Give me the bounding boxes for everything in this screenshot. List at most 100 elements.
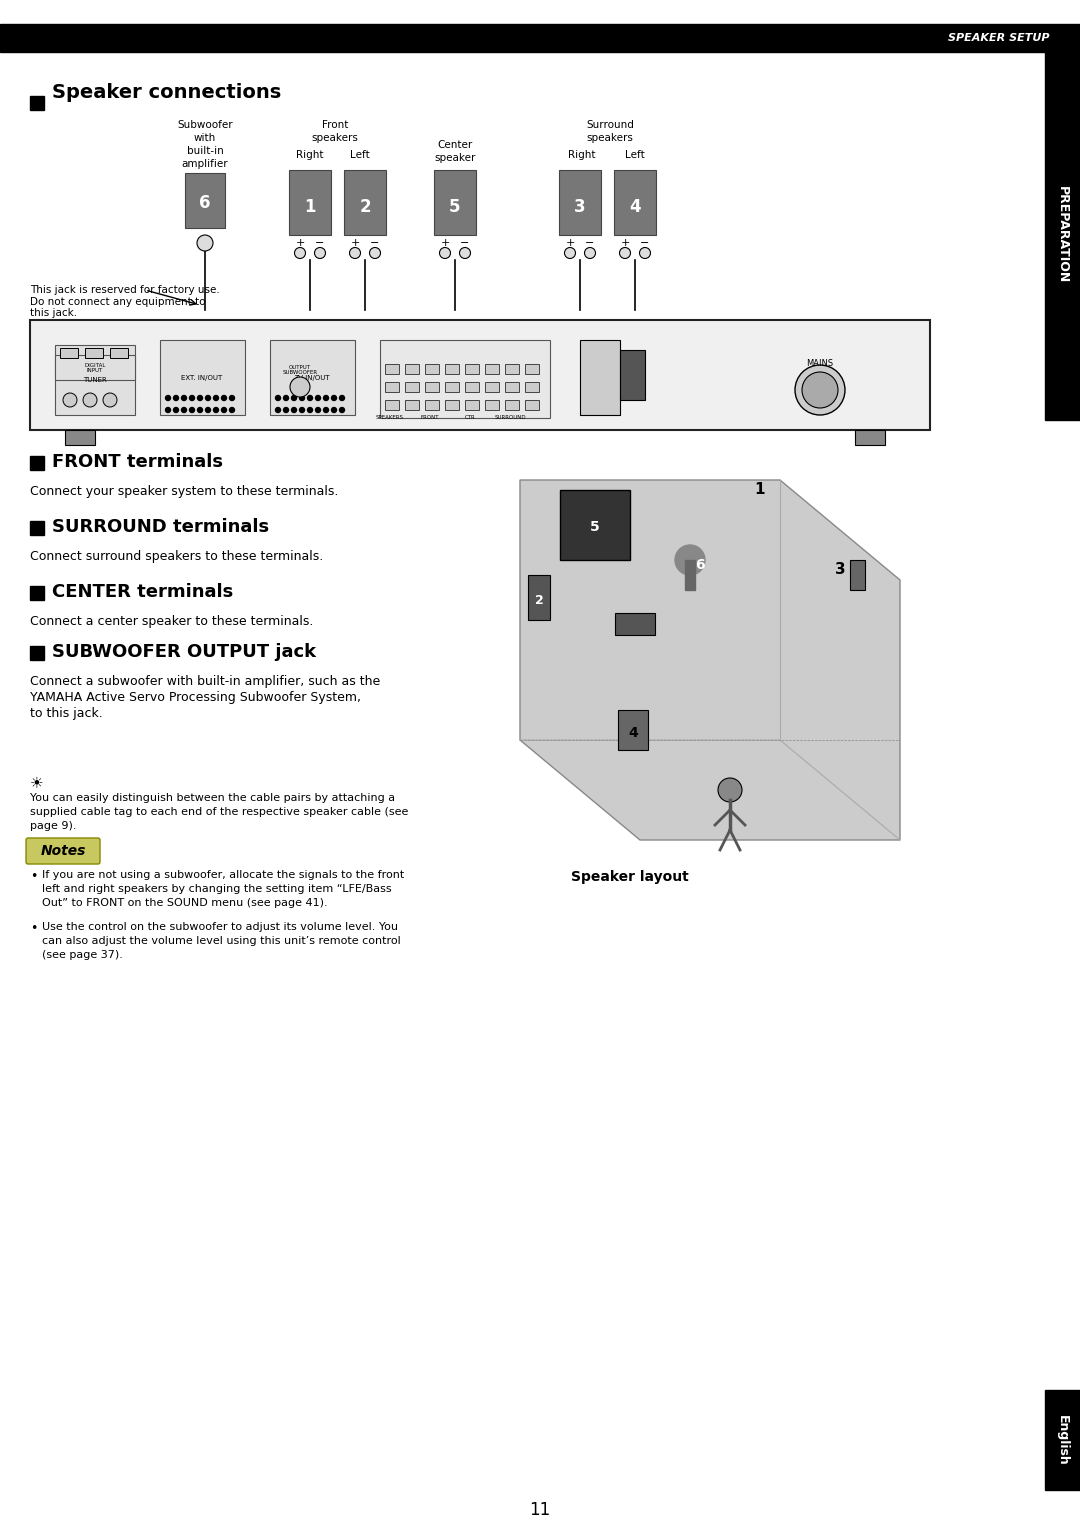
Circle shape [181, 407, 187, 412]
Circle shape [83, 394, 97, 407]
Circle shape [314, 247, 325, 258]
Circle shape [229, 395, 234, 400]
Bar [465, 400, 480, 410]
Bar [561, 490, 630, 560]
Bar [55, 345, 135, 415]
Circle shape [292, 395, 297, 400]
Bar [30, 586, 44, 600]
Text: Center: Center [437, 140, 473, 150]
Text: Surround: Surround [586, 121, 634, 130]
Text: 2: 2 [360, 198, 370, 217]
Circle shape [214, 407, 218, 412]
Bar [1045, 50, 1080, 420]
Circle shape [675, 545, 705, 575]
Circle shape [332, 407, 337, 412]
Bar [465, 382, 480, 392]
Bar [110, 348, 129, 359]
Text: built-in: built-in [187, 146, 224, 156]
Text: −: − [640, 238, 650, 249]
Text: −: − [585, 238, 595, 249]
Text: Connect surround speakers to these terminals.: Connect surround speakers to these termi… [30, 549, 323, 563]
Bar [405, 382, 419, 392]
Circle shape [718, 778, 742, 803]
Text: MAINS: MAINS [807, 359, 834, 368]
Bar [185, 172, 225, 227]
Text: •: • [30, 870, 38, 884]
Circle shape [369, 247, 380, 258]
Circle shape [275, 395, 281, 400]
Text: SPEAKERS: SPEAKERS [376, 415, 404, 420]
Circle shape [214, 395, 218, 400]
Circle shape [229, 407, 234, 412]
Bar [445, 382, 459, 392]
Bar [505, 365, 519, 374]
Text: +: + [295, 238, 305, 249]
Circle shape [165, 395, 171, 400]
Circle shape [283, 395, 288, 400]
Circle shape [198, 395, 203, 400]
Text: ☀: ☀ [30, 775, 43, 790]
Circle shape [292, 407, 297, 412]
Circle shape [299, 407, 305, 412]
Bar [485, 365, 499, 374]
Text: left and right speakers by changing the setting item “LFE/Bass: left and right speakers by changing the … [42, 884, 392, 894]
Bar [620, 349, 645, 400]
Circle shape [332, 395, 337, 400]
Bar [30, 96, 44, 110]
Text: (see page 37).: (see page 37). [42, 951, 123, 960]
Circle shape [620, 247, 631, 258]
Circle shape [63, 394, 77, 407]
Circle shape [802, 372, 838, 407]
Bar [65, 430, 95, 446]
Text: TV IN/OUT: TV IN/OUT [294, 375, 329, 382]
Bar [1045, 1390, 1080, 1489]
Text: +: + [620, 238, 630, 249]
Circle shape [324, 395, 328, 400]
Text: with: with [194, 133, 216, 143]
Bar [525, 365, 539, 374]
Circle shape [221, 395, 227, 400]
Text: −: − [370, 238, 380, 249]
Text: speaker: speaker [434, 153, 475, 163]
Text: CTR: CTR [464, 415, 475, 420]
Circle shape [197, 235, 213, 250]
Text: Connect a center speaker to these terminals.: Connect a center speaker to these termin… [30, 615, 313, 629]
Circle shape [205, 395, 211, 400]
Circle shape [308, 407, 312, 412]
Text: FRONT terminals: FRONT terminals [52, 453, 222, 472]
Bar [30, 456, 44, 470]
Text: 1: 1 [755, 482, 766, 497]
FancyBboxPatch shape [26, 838, 100, 864]
Text: SUBWOOFER OUTPUT jack: SUBWOOFER OUTPUT jack [52, 642, 316, 661]
Circle shape [565, 247, 576, 258]
Circle shape [315, 407, 321, 412]
Bar [505, 382, 519, 392]
Bar [30, 320, 930, 430]
Text: can also adjust the volume level using this unit’s remote control: can also adjust the volume level using t… [42, 935, 401, 946]
Circle shape [174, 407, 178, 412]
Bar [270, 340, 355, 415]
Text: If you are not using a subwoofer, allocate the signals to the front: If you are not using a subwoofer, alloca… [42, 870, 404, 881]
Text: Front: Front [322, 121, 348, 130]
Text: TUNER: TUNER [83, 377, 107, 383]
Bar [434, 169, 476, 235]
Circle shape [198, 407, 203, 412]
Text: 5: 5 [590, 520, 599, 534]
Bar [615, 169, 656, 235]
Bar [615, 613, 654, 635]
Bar [0, 24, 1080, 52]
Text: SURROUND: SURROUND [495, 415, 526, 420]
Text: page 9).: page 9). [30, 821, 77, 832]
Bar [426, 382, 438, 392]
Circle shape [339, 395, 345, 400]
Bar [405, 400, 419, 410]
Text: You can easily distinguish between the cable pairs by attaching a: You can easily distinguish between the c… [30, 794, 395, 803]
Circle shape [189, 407, 194, 412]
Circle shape [291, 377, 310, 397]
Circle shape [283, 407, 288, 412]
Bar [55, 356, 135, 380]
Text: speakers: speakers [586, 133, 634, 143]
Bar [850, 560, 865, 591]
Text: 2: 2 [535, 594, 543, 606]
Circle shape [103, 394, 117, 407]
